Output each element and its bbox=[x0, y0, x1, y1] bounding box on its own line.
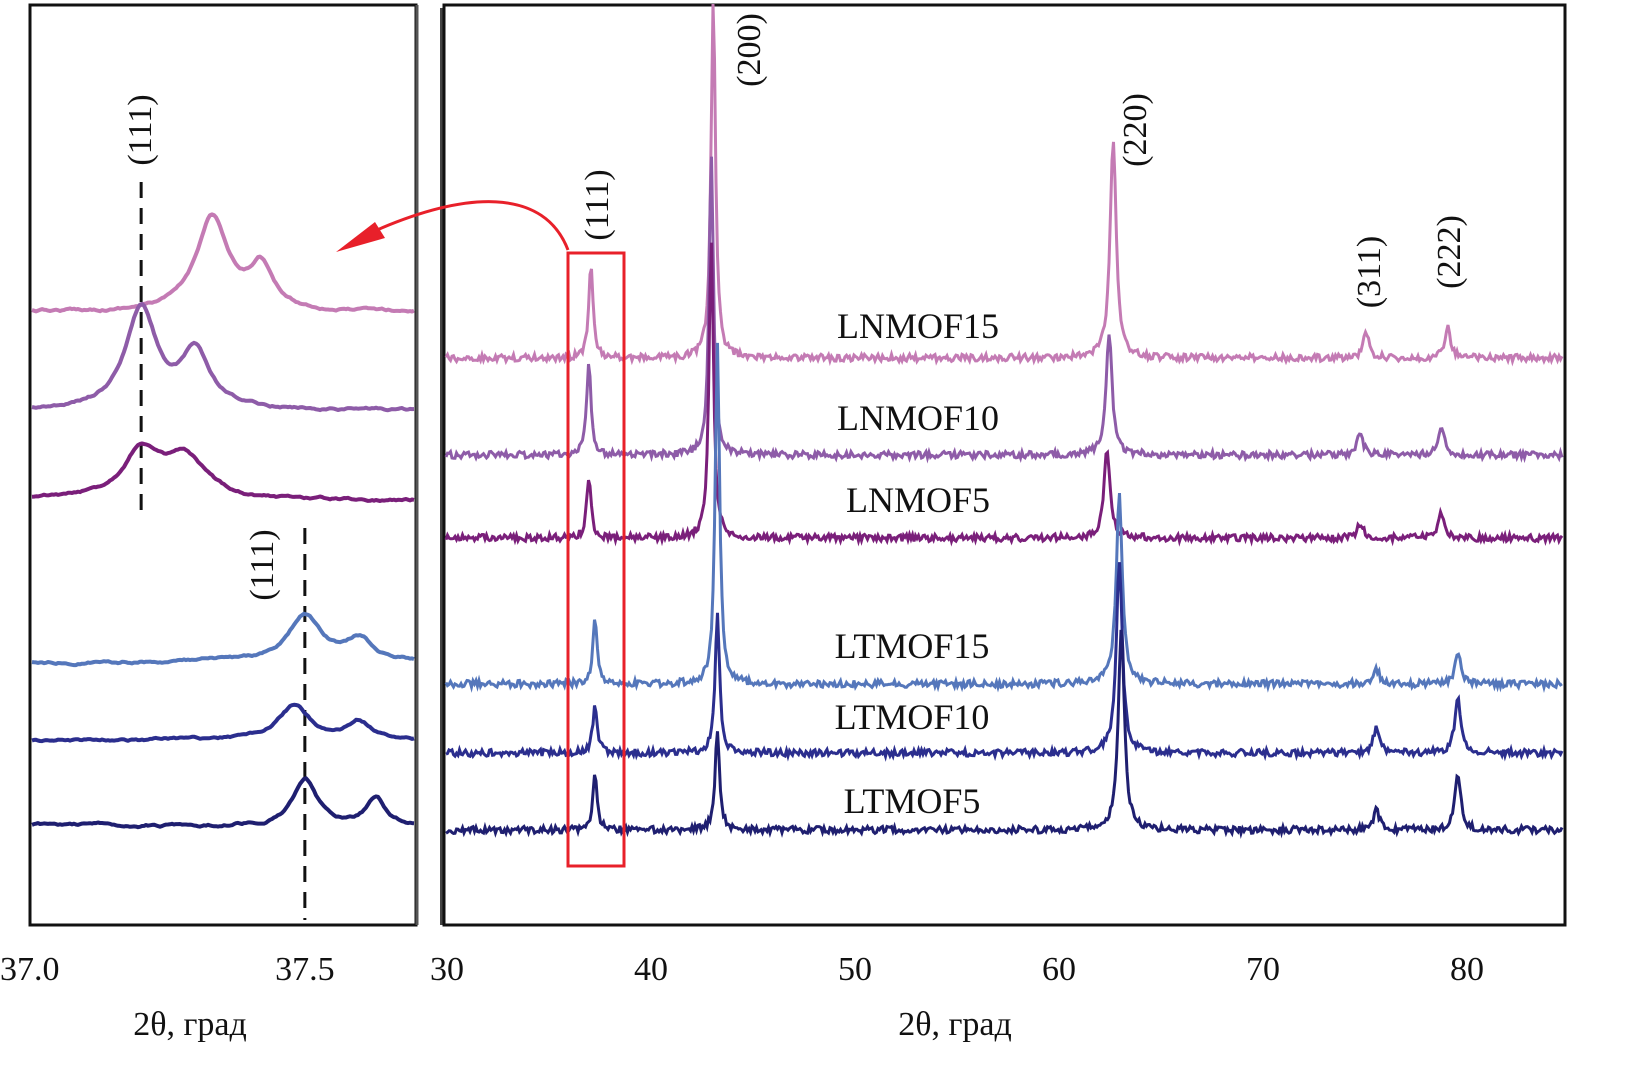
sample-label-ltmof15: LTMOF15 bbox=[835, 626, 990, 666]
inset-hkl-label-ln: (111) bbox=[122, 94, 159, 165]
main-hkl-label: (111) bbox=[579, 169, 616, 240]
sample-label-ltmof5: LTMOF5 bbox=[844, 781, 981, 821]
main-series-ltmof5 bbox=[445, 629, 1564, 840]
main-series-ltmof15 bbox=[444, 342, 1563, 693]
inset-x-tick-label: 37.0 bbox=[0, 951, 60, 988]
main-hkl-label: (220) bbox=[1117, 93, 1154, 167]
zoom-link-arrow bbox=[336, 200, 570, 252]
zoom-link-arrow-curve bbox=[354, 200, 570, 251]
sample-label-lnmof10: LNMOF10 bbox=[837, 398, 999, 438]
inset-series-lnmof10 bbox=[31, 301, 415, 413]
inset-series-lnmof5 bbox=[31, 441, 415, 503]
main-x-tick-label: 80 bbox=[1450, 951, 1484, 988]
main-x-tick-label: 50 bbox=[838, 951, 872, 988]
inset-x-axis-label: 2θ, град bbox=[133, 1006, 247, 1043]
zoom-link-arrow-head bbox=[336, 222, 385, 252]
main-x-axis-label: 2θ, град bbox=[898, 1006, 1012, 1043]
inset-panel: (111) (111) 37.0 37.5 2θ, град bbox=[0, 3, 419, 1043]
inset-series-ltmof15 bbox=[31, 611, 415, 668]
main-x-tick-label: 70 bbox=[1246, 951, 1280, 988]
main-panel: (111) (200) (220) (311) (222) LNMOF15 LNMOF10… bbox=[430, 3, 1567, 1043]
inset-frame bbox=[28, 3, 418, 927]
main-series-lnmof15 bbox=[444, 3, 1564, 367]
inset-series-lnmof15 bbox=[31, 212, 415, 314]
highlight-box-111 bbox=[566, 251, 626, 868]
inset-series-ltmof10 bbox=[31, 702, 415, 744]
sample-label-ltmof10: LTMOF10 bbox=[835, 697, 990, 737]
main-frame bbox=[442, 3, 1567, 927]
main-hkl-label: (222) bbox=[1431, 215, 1468, 289]
main-x-tick-label: 30 bbox=[430, 951, 464, 988]
main-series-lnmof10 bbox=[444, 156, 1564, 464]
inset-hkl-label-lt: (111) bbox=[244, 529, 281, 600]
sample-label-lnmof15: LNMOF15 bbox=[837, 306, 999, 346]
main-hkl-label: (311) bbox=[1351, 236, 1388, 308]
inset-series-ltmof5 bbox=[31, 776, 415, 830]
sample-label-lnmof5: LNMOF5 bbox=[846, 480, 990, 520]
main-x-tick-label: 40 bbox=[634, 951, 668, 988]
main-x-tick-label: 60 bbox=[1042, 951, 1076, 988]
main-hkl-label: (200) bbox=[731, 13, 768, 87]
main-series-ltmof10 bbox=[445, 562, 1564, 762]
inset-x-tick-label: 37.5 bbox=[275, 951, 335, 988]
main-series-lnmof5 bbox=[444, 242, 1564, 547]
